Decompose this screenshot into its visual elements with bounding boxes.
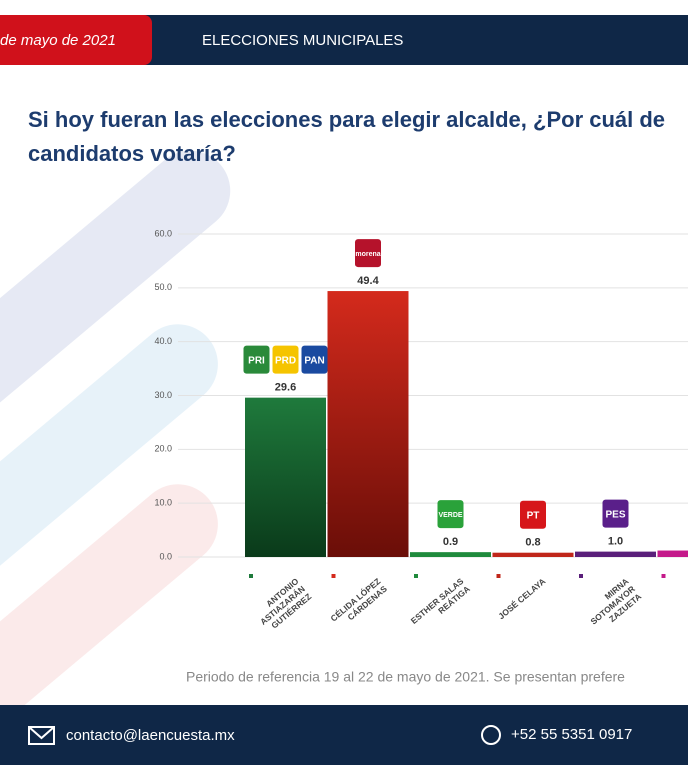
value-label: 0.8: [525, 537, 540, 549]
header-date: de mayo de 2021: [0, 32, 116, 49]
chart-title: candidatos votaría?: [28, 141, 236, 166]
value-label: 49.4: [357, 275, 379, 287]
party-logo-text: PAN: [304, 355, 324, 366]
party-logo: [301, 345, 328, 374]
bar: [657, 550, 688, 557]
y-tick-label: 10.0: [154, 498, 172, 508]
party-logo-text: PES: [605, 509, 625, 520]
party-logo: [355, 239, 381, 268]
value-label: 0.9: [443, 536, 458, 548]
bar: [327, 291, 409, 557]
party-logo-text: PRI: [248, 355, 265, 366]
party-logo-text: PT: [527, 510, 540, 521]
background-stripes: [0, 150, 231, 777]
email-icon: [28, 726, 55, 745]
y-tick-label: 60.0: [154, 228, 172, 238]
value-label: 29.6: [275, 382, 296, 394]
party-logo-text: morena: [355, 251, 380, 258]
legend-dot: [414, 574, 418, 578]
y-tick-label: 20.0: [154, 444, 172, 454]
party-logo: [437, 500, 464, 529]
y-tick-label: 50.0: [154, 282, 172, 292]
party-logo: [243, 345, 270, 374]
bar: [575, 551, 656, 557]
legend-dot: [661, 574, 666, 578]
date-tab: [0, 15, 152, 65]
value-label: 1.0: [608, 536, 623, 548]
party-logo: [520, 500, 546, 529]
legend-dot: [496, 574, 501, 578]
y-tick-label: 40.0: [154, 336, 172, 346]
party-logo: [272, 345, 299, 374]
legend-dot: [249, 574, 253, 578]
bar: [492, 552, 574, 557]
phone-icon: [481, 725, 501, 745]
bar: [410, 552, 491, 557]
footer-email: contacto@laencuesta.mx: [66, 727, 235, 744]
footer-bar: [0, 705, 688, 765]
footer-phone: +52 55 5351 0917: [511, 726, 632, 743]
header-section: ELECCIONES MUNICIPALES: [202, 32, 403, 49]
y-tick-label: 30.0: [154, 390, 172, 400]
bar: [245, 397, 326, 557]
legend-dot: [579, 574, 583, 578]
chart-title: Si hoy fueran las elecciones para elegir…: [28, 107, 665, 132]
party-logo-text: PRD: [275, 355, 296, 366]
note: Periodo de referencia 19 al 22 de mayo d…: [186, 669, 625, 685]
party-logo: [602, 499, 629, 528]
party-logo-text: VERDE: [438, 512, 462, 519]
y-tick-label: 0.0: [159, 551, 172, 561]
legend-dot: [331, 574, 336, 578]
